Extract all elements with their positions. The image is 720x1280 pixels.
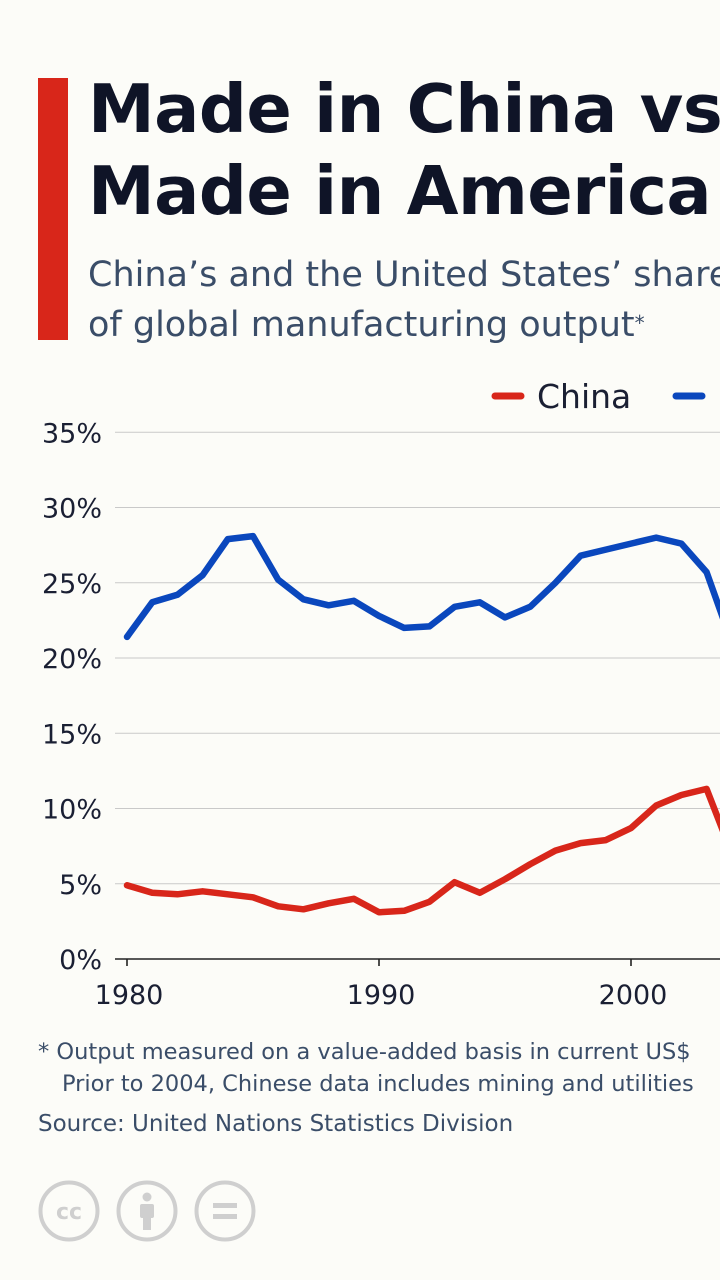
y-tick-label: 30% bbox=[42, 494, 102, 525]
legend-label-us: United States bbox=[718, 377, 720, 416]
y-tick-label: 5% bbox=[59, 870, 102, 901]
y-tick-label: 35% bbox=[42, 418, 102, 449]
title-line-2: Made in America bbox=[88, 152, 712, 230]
us-series-line bbox=[123, 532, 720, 641]
subtitle-footnote-marker: * bbox=[634, 311, 645, 335]
footnote: * Output measured on a value-added basis… bbox=[38, 1036, 694, 1100]
no-derivatives-icon bbox=[194, 1180, 256, 1242]
footnote-line-1: * Output measured on a value-added basis… bbox=[38, 1039, 691, 1065]
x-tick-label: 1980 bbox=[95, 980, 164, 1011]
accent-bar bbox=[38, 78, 68, 340]
china-series-line bbox=[123, 785, 720, 916]
chart-title: Made in China vs. Made in America bbox=[88, 68, 720, 232]
legend-label-china: China bbox=[537, 377, 631, 416]
line-chart: 0% 5% 10% 15% 20% 25% 30% 35% 1980 1990 2000 Chin… bbox=[42, 377, 720, 1011]
y-tick-label: 10% bbox=[42, 795, 102, 826]
y-tick-label: 20% bbox=[42, 644, 102, 675]
footnote-line-2: Prior to 2004, Chinese data includes min… bbox=[62, 1071, 694, 1097]
y-tick-label: 0% bbox=[59, 945, 102, 976]
svg-text:cc: cc bbox=[56, 1200, 82, 1225]
subtitle-line-1: China’s and the United States’ share bbox=[88, 255, 720, 295]
cc-icon: cc bbox=[38, 1180, 100, 1242]
y-tick-label: 25% bbox=[42, 569, 102, 600]
y-tick-label: 15% bbox=[42, 719, 102, 750]
title-line-1: Made in China vs. bbox=[88, 70, 720, 148]
subtitle-line-2: of global manufacturing output bbox=[88, 305, 635, 345]
chart-subtitle: China’s and the United States’ share of … bbox=[88, 250, 720, 350]
x-tick-label: 2000 bbox=[599, 980, 668, 1011]
x-tick-label: 1990 bbox=[347, 980, 416, 1011]
attribution-icon bbox=[116, 1180, 178, 1242]
source-note: Source: United Nations Statistics Divisi… bbox=[38, 1111, 514, 1137]
license-icons: cc bbox=[38, 1180, 256, 1242]
